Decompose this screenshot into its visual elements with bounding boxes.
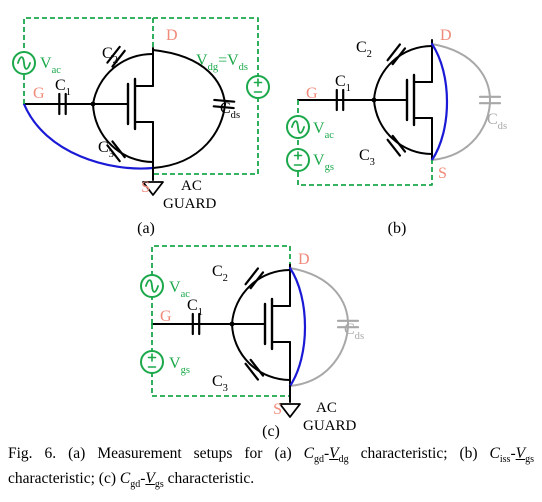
panel-c-c3-label: C3 (212, 373, 228, 394)
panel-c-c2-label: C2 (212, 263, 228, 284)
panel-a-c3-cap-plate (106, 144, 121, 163)
figure-caption: Fig. 6. (a) Measurement setups for (a) C… (8, 445, 534, 491)
panel-a-cds-cap-plate (213, 98, 236, 103)
panel-a-ac-label: AC (181, 178, 202, 194)
panel-c-vac-source-sine (145, 279, 159, 293)
panel-b-vac-label: Vac (313, 120, 334, 141)
panel-c-cds-loop-top (289, 267, 349, 325)
panel-b-vac-source-sine (291, 120, 305, 134)
panel-c-drain-label: D (298, 251, 310, 268)
panel-b-source-label: S (438, 165, 447, 182)
panel-b-c2-cap (386, 43, 407, 66)
panel-c-c3-cap-plate (244, 362, 260, 381)
panel-b-vgs-label: Vgs (313, 152, 334, 173)
panel-c-cds-label: Cds (344, 321, 364, 342)
panel-c-guard-top (151, 245, 291, 324)
panel-b-short-wire (430, 42, 449, 162)
panel-b-c2-label: C2 (356, 39, 372, 60)
panel-c-c3-cap-plate (249, 358, 265, 377)
panel-a-drain-label: D (166, 27, 178, 44)
panel-c-short-wire (288, 266, 307, 388)
panel-a-ac-guard-ground (142, 181, 164, 196)
panel-b-c3-cap (386, 134, 407, 157)
panel-b-drain-label: D (440, 27, 452, 44)
panel-b-cds-cap (478, 95, 502, 105)
panel-a-c2-cap (106, 45, 126, 68)
panel-b-tag: (b) (388, 220, 407, 237)
panel-a-guard-wire (22, 102, 155, 170)
panel-a-guard-left (23, 17, 153, 104)
panel-a-tag: (a) (137, 220, 155, 237)
panel-a-vdg-label: Vdg=Vds (196, 52, 248, 73)
panel-b-cds-label: Cds (487, 111, 507, 132)
panel-c-vgs-label: Vgs (169, 355, 190, 376)
panel-c-source-label: S (273, 401, 282, 418)
panel-a-source-label: S (141, 179, 150, 196)
panel-c-vac-label: Vac (169, 279, 190, 300)
panel-a-vac-source-sine (17, 56, 31, 70)
panel-a-gate-node (90, 101, 96, 107)
panel-b-gate-label: G (306, 85, 318, 102)
panel-b-cds-loop-top (431, 43, 491, 101)
panel-a-guard-label: GUARD (163, 196, 217, 212)
panel-a-cds-cap-plate (212, 105, 235, 110)
panel-a-c1-label: C1 (55, 77, 71, 98)
panel-c-ac-label: AC (316, 400, 337, 416)
panel-a-c3-cap-plate (111, 140, 126, 159)
panel-a-cds-label: Cds (220, 100, 240, 121)
panel-c-c3-cap (244, 358, 265, 381)
panel-b-c2-cap-plate (391, 47, 407, 66)
panel-c-cds-cap (336, 319, 360, 329)
panel-b-gate-node (371, 97, 377, 103)
panel-b-c1-label: C1 (335, 73, 351, 94)
panel-a-c2-label: C2 (102, 45, 118, 66)
panel-c-c2-cap (244, 267, 265, 290)
panel-a-gate-label: G (33, 85, 45, 102)
panel-a-c2-cap-plate (106, 45, 121, 64)
panel-c-tag: (c) (262, 423, 280, 440)
panel-b-c3-cap-plate (386, 138, 402, 157)
panel-c-vgs-source (140, 350, 164, 374)
panel-a-guard-right (153, 17, 259, 175)
panel-c-guard-label: GUARD (303, 418, 357, 434)
panel-c-c1-cap (191, 312, 201, 336)
panel-b-guard-loop (297, 100, 433, 186)
panel-a-cds-loop-bottom (152, 103, 226, 169)
panel-c-ac-guard-ground (279, 403, 301, 418)
panel-b-c1-cap (335, 88, 345, 112)
panel-b-c2-cap-plate (386, 43, 402, 62)
panel-c-guard-bottom (151, 324, 290, 397)
panel-c-c2-cap-plate (249, 271, 265, 290)
panel-a-c3-cap (106, 140, 126, 163)
panel-a-vac-label: Vac (40, 55, 61, 76)
panel-c-gate-node (229, 321, 235, 327)
panel-c-c1-label: C1 (187, 297, 203, 318)
panel-b-cds-loop-bottom (431, 99, 491, 161)
panel-a-c1-cap (58, 92, 67, 116)
panel-a-c3-label: C3 (98, 139, 114, 160)
panel-c-cds-loop-bottom (289, 323, 349, 387)
panel-c-gate-label: G (160, 308, 172, 325)
panel-c-c2-cap-plate (244, 267, 260, 286)
panel-b-c3-cap-plate (391, 134, 407, 153)
panel-b-vgs-source (286, 148, 310, 172)
panel-a-cds-loop-top (152, 49, 226, 105)
panel-a-c2-cap-plate (111, 49, 126, 68)
panel-b-c3-label: C3 (359, 147, 375, 168)
panel-a-vdg-source (246, 75, 270, 99)
panel-a-cds-cap (212, 98, 236, 110)
